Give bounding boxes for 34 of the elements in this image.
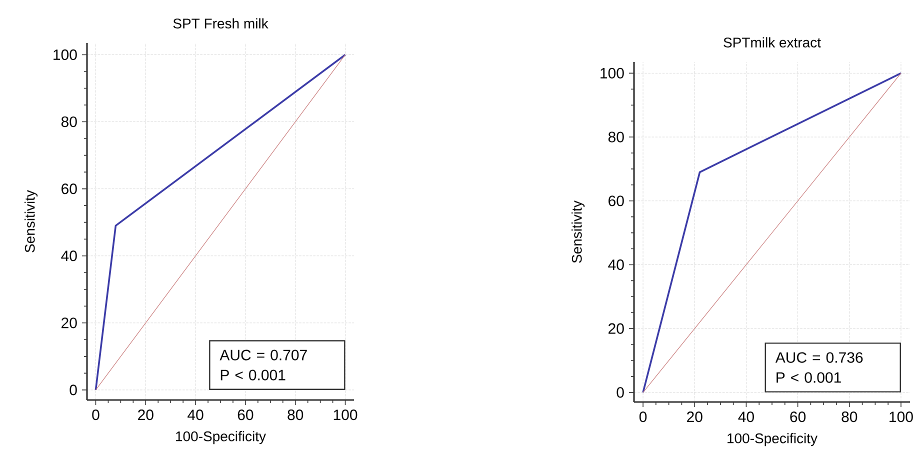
x-tick-label: 80: [288, 410, 304, 420]
x-tick-label: 80: [842, 412, 858, 422]
y-tick-label: 20: [608, 323, 624, 334]
annotation: AUC = 0.707: [220, 350, 307, 360]
y-axis-title: Sensitivity: [24, 190, 38, 252]
x-tick-label: 20: [687, 412, 702, 422]
x-tick-label: 40: [188, 410, 204, 420]
y-axis-title: Sensitivity: [572, 200, 585, 263]
y-tick-label: 20: [62, 318, 77, 328]
x-tick-label: 100: [334, 410, 358, 420]
y-tick-label: 80: [608, 132, 624, 142]
annotation: P < 0.001: [776, 372, 841, 383]
y-tick-label: 40: [608, 259, 624, 270]
x-tick-label: 60: [790, 412, 806, 422]
y-tick-label: 60: [608, 196, 624, 206]
y-tick-label: 80: [61, 116, 77, 128]
x-tick-label: 60: [238, 410, 254, 420]
annotation: AUC = 0.736: [775, 352, 863, 363]
x-tick-label: 100: [890, 412, 913, 422]
x-tick-label: 40: [738, 412, 754, 422]
x-axis-title: 100-Specificity: [176, 431, 266, 444]
x-axis-title: 100-Specificity: [728, 433, 818, 446]
x-tick-label: 20: [138, 410, 154, 420]
y-tick-label: 60: [62, 184, 77, 194]
y-tick-label: 100: [54, 49, 77, 60]
annotation: P < 0.001: [220, 370, 286, 380]
x-tick-label: 0: [639, 412, 647, 422]
y-tick-label: 40: [61, 250, 77, 262]
y-tick-label: 0: [616, 387, 624, 398]
y-tick-label: 100: [600, 68, 624, 78]
y-tick-label: 0: [70, 384, 77, 396]
chart-title: SPT Fresh milk: [173, 18, 268, 28]
x-tick-label: 0: [92, 410, 100, 420]
chart-title: SPTmilk extract: [724, 37, 821, 48]
